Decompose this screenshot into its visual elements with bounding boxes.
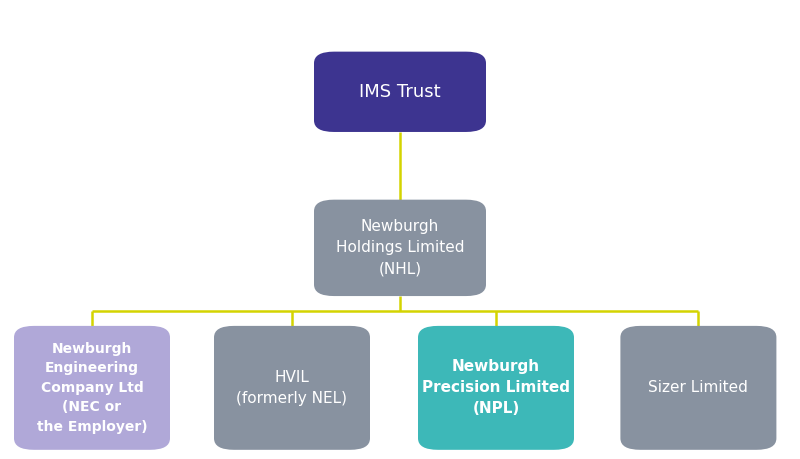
FancyBboxPatch shape [418, 326, 574, 450]
FancyBboxPatch shape [314, 200, 486, 296]
FancyBboxPatch shape [14, 326, 170, 450]
Text: Newburgh
Precision Limited
(NPL): Newburgh Precision Limited (NPL) [422, 359, 570, 416]
Text: IMS Trust: IMS Trust [359, 83, 441, 101]
Text: Newburgh
Engineering
Company Ltd
(NEC or
the Employer): Newburgh Engineering Company Ltd (NEC or… [37, 342, 147, 434]
Text: HVIL
(formerly NEL): HVIL (formerly NEL) [237, 370, 347, 406]
FancyBboxPatch shape [621, 326, 776, 450]
FancyBboxPatch shape [214, 326, 370, 450]
Text: Sizer Limited: Sizer Limited [649, 381, 748, 395]
Text: Newburgh
Holdings Limited
(NHL): Newburgh Holdings Limited (NHL) [336, 219, 464, 276]
FancyBboxPatch shape [314, 52, 486, 132]
